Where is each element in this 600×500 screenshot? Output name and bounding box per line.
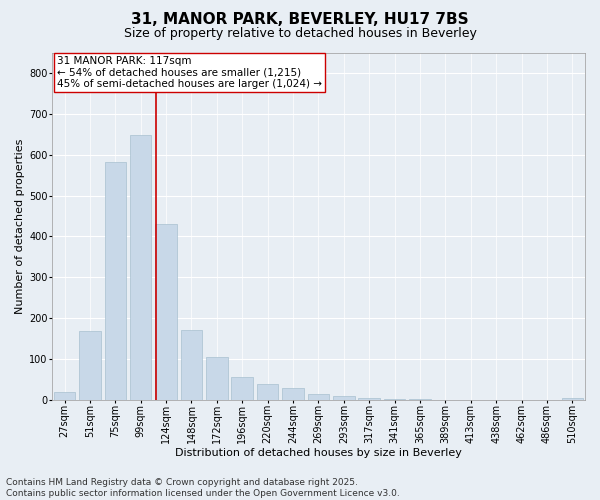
Text: Contains HM Land Registry data © Crown copyright and database right 2025.
Contai: Contains HM Land Registry data © Crown c… (6, 478, 400, 498)
Bar (282, 388, 304, 400)
Y-axis label: Number of detached properties: Number of detached properties (15, 138, 25, 314)
Bar (308, 394, 329, 400)
Text: 31 MANOR PARK: 117sqm
← 54% of detached houses are smaller (1,215)
45% of semi-d: 31 MANOR PARK: 117sqm ← 54% of detached … (57, 56, 322, 89)
Bar (384, 398, 406, 400)
Bar (257, 384, 278, 400)
Bar (333, 396, 355, 400)
Text: 31, MANOR PARK, BEVERLEY, HU17 7BS: 31, MANOR PARK, BEVERLEY, HU17 7BS (131, 12, 469, 28)
Bar (358, 398, 380, 400)
Bar (206, 358, 227, 400)
Bar (562, 398, 583, 400)
Bar (54, 392, 76, 400)
Bar (155, 224, 177, 400)
Bar (232, 378, 253, 400)
Text: Size of property relative to detached houses in Beverley: Size of property relative to detached ho… (124, 28, 476, 40)
Bar (409, 399, 431, 400)
Bar (181, 330, 202, 400)
Bar (130, 135, 151, 400)
Bar (79, 331, 101, 400)
Bar (104, 162, 126, 400)
X-axis label: Distribution of detached houses by size in Beverley: Distribution of detached houses by size … (175, 448, 462, 458)
